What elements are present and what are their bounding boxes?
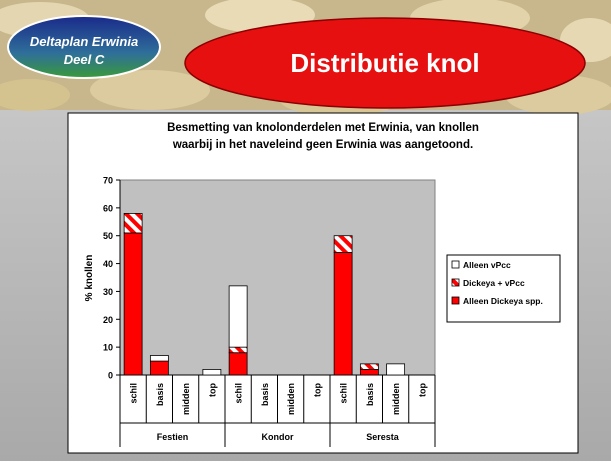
chart-title: waarbij in het naveleind geen Erwinia wa… — [172, 139, 473, 151]
y-tick-label: 20 — [103, 315, 113, 325]
bar-segment — [334, 236, 352, 253]
y-axis-label: % knollen — [84, 255, 95, 302]
group-label: Seresta — [366, 432, 400, 442]
legend-label: Alleen Dickeya spp. — [463, 296, 543, 306]
group-label: Kondor — [262, 432, 294, 442]
x-tick-label: midden — [181, 383, 191, 415]
legend-swatch — [452, 279, 459, 286]
y-tick-label: 60 — [103, 203, 113, 213]
x-tick-label: schil — [339, 383, 349, 404]
bar-segment — [229, 286, 247, 347]
y-tick-label: 50 — [103, 231, 113, 241]
badge-text: Deltaplan Erwinia — [30, 34, 138, 49]
bar-segment — [203, 369, 221, 375]
bar-segment — [150, 356, 168, 362]
bar-segment — [360, 364, 378, 370]
slide-title: Distributie knol — [290, 48, 479, 78]
x-tick-label: top — [312, 383, 322, 397]
x-tick-label: top — [417, 383, 427, 397]
y-tick-label: 70 — [103, 176, 113, 186]
y-tick-label: 30 — [103, 287, 113, 297]
bar-segment — [334, 252, 352, 375]
bar-segment — [229, 347, 247, 353]
bar-segment — [387, 364, 405, 375]
x-tick-label: basis — [260, 383, 270, 406]
group-label: Festien — [157, 432, 189, 442]
bar-segment — [360, 369, 378, 375]
chart-title: Besmetting van knolonderdelen met Erwini… — [167, 122, 479, 134]
bar-segment — [150, 361, 168, 375]
legend-label: Alleen vPcc — [463, 260, 511, 270]
x-tick-label: midden — [286, 383, 296, 415]
y-tick-label: 10 — [103, 343, 113, 353]
bar-segment — [124, 233, 142, 375]
x-tick-label: midden — [391, 383, 401, 415]
slide: Deltaplan Erwinia Deel C Distributie kno… — [0, 0, 611, 461]
y-tick-label: 0 — [108, 371, 113, 381]
badge-text: Deel C — [64, 52, 105, 67]
x-tick-label: schil — [234, 383, 244, 404]
plot-area — [120, 180, 435, 375]
bar-segment — [124, 213, 142, 233]
page: {"header": {"badge_lines": ["Deltaplan E… — [0, 0, 611, 461]
y-tick-label: 40 — [103, 259, 113, 269]
legend-label: Dickeya + vPcc — [463, 278, 525, 288]
bar-segment — [229, 353, 247, 375]
x-tick-label: basis — [365, 383, 375, 406]
x-tick-label: schil — [129, 383, 139, 404]
x-tick-label: top — [207, 383, 217, 397]
legend-swatch — [452, 297, 459, 304]
x-tick-label: basis — [155, 383, 165, 406]
legend-swatch — [452, 261, 459, 268]
